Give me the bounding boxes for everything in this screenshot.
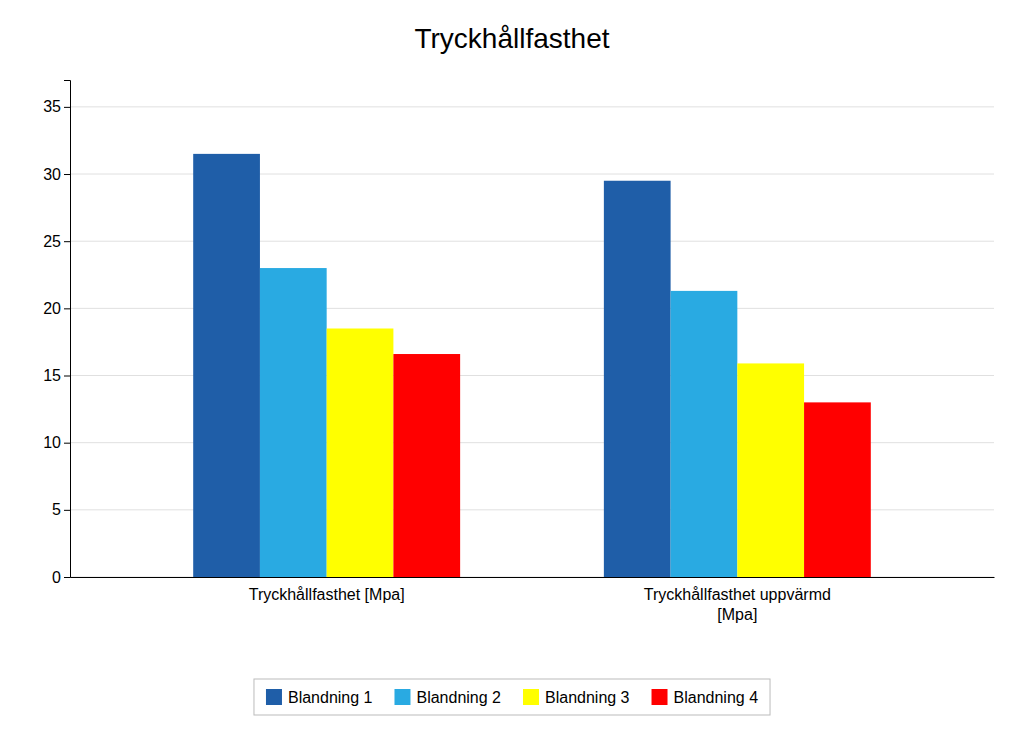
legend-swatch — [523, 689, 539, 705]
x-tick: Tryckhållfasthet uppvärmd [Mpa] — [644, 586, 831, 622]
x-axis: Tryckhållfasthet [Mpa] Tryckhållfasthet u… — [71, 578, 995, 623]
y-tick-mark — [64, 577, 70, 578]
y-tick-mark — [64, 241, 70, 242]
chart-title: Tryckhållfasthet — [414, 23, 609, 54]
y-tick: 30 — [43, 166, 70, 183]
bar — [393, 354, 460, 577]
x-tick-label: Tryckhållfasthet [Mpa] — [249, 586, 405, 603]
x-tick-label-line: Tryckhållfasthet uppvärmd — [644, 586, 831, 603]
y-axis-line — [64, 81, 71, 578]
y-tick-label: 5 — [52, 501, 61, 518]
y-tick: 5 — [52, 501, 70, 518]
y-tick: 35 — [43, 98, 70, 115]
y-tick-mark — [64, 376, 70, 377]
bar-series — [327, 329, 804, 578]
y-tick-mark — [64, 443, 70, 444]
legend-label: Blandning 2 — [416, 689, 501, 706]
bar — [804, 402, 871, 577]
y-tick: 20 — [43, 300, 70, 317]
bars — [193, 154, 871, 577]
bar — [327, 329, 394, 578]
legend-swatch — [652, 689, 668, 705]
bar — [604, 181, 671, 577]
y-tick-label: 0 — [52, 569, 61, 586]
bar-series — [260, 268, 737, 577]
legend-label: Blandning 3 — [545, 689, 630, 706]
bar — [260, 268, 327, 577]
y-tick-label: 15 — [43, 367, 61, 384]
x-tick: Tryckhållfasthet [Mpa] — [249, 586, 405, 603]
legend-label: Blandning 4 — [674, 689, 759, 706]
x-tick-label-line: Tryckhållfasthet [Mpa] — [249, 586, 405, 603]
bar — [671, 291, 738, 577]
legend-label: Blandning 1 — [288, 689, 373, 706]
legend-frame — [254, 679, 770, 715]
y-tick-label: 10 — [43, 434, 61, 451]
legend-item: Blandning 1 — [266, 689, 373, 706]
chart-svg: Tryckhållfasthet 0 5 10 15 20 25 30 35 Tryckhållf… — [0, 0, 1024, 737]
y-tick-label: 20 — [43, 300, 61, 317]
x-tick-label: Tryckhållfasthet uppvärmd [Mpa] — [644, 586, 831, 622]
y-tick-mark — [64, 107, 70, 108]
x-axis-line — [71, 577, 995, 578]
y-tick-label: 25 — [43, 233, 61, 250]
legend-item: Blandning 2 — [394, 689, 501, 706]
legend-swatch — [394, 689, 410, 705]
y-tick: 10 — [43, 434, 70, 451]
plot-area: 05101520253035Tryckhållfasthet [Mpa]Tryc… — [43, 81, 994, 623]
y-tick: 15 — [43, 367, 70, 384]
y-tick-mark — [64, 510, 70, 511]
y-tick-mark — [64, 174, 70, 175]
chart-container: Tryckhållfasthet 0 5 10 15 20 25 30 35 Tryckhållf… — [0, 0, 1024, 737]
y-tick-label: 35 — [43, 98, 61, 115]
bar — [737, 363, 804, 577]
legend-swatch — [266, 689, 282, 705]
y-tick: 25 — [43, 233, 70, 250]
y-tick-mark — [64, 308, 70, 309]
x-tick-label-line: [Mpa] — [717, 606, 757, 623]
y-tick-label: 30 — [43, 166, 61, 183]
y-tick: 0 — [52, 569, 70, 586]
legend-item: Blandning 3 — [523, 689, 630, 706]
legend-item: Blandning 4 — [652, 689, 759, 706]
grid-line — [70, 106, 994, 107]
grid — [70, 107, 994, 577]
bar-series — [193, 154, 670, 577]
y-axis: 0 5 10 15 20 25 30 35 — [43, 81, 70, 586]
bar-series — [393, 354, 870, 577]
legend: Blandning 1 Blandning 2 Blandning 3 Blandni… — [254, 679, 770, 715]
bar — [193, 154, 260, 577]
